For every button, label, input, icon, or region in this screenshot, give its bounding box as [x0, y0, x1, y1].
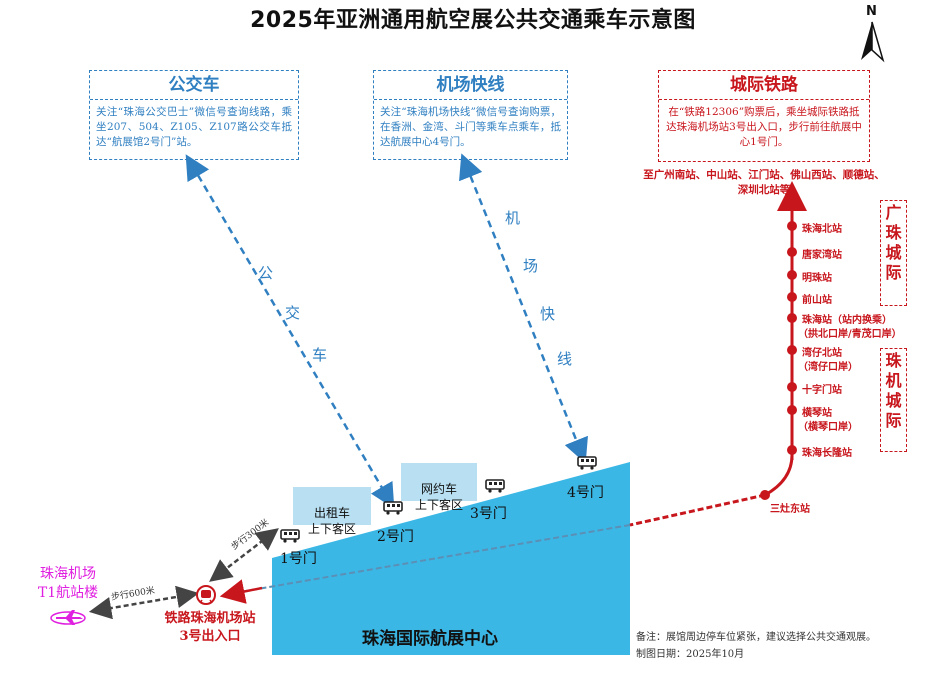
- bus-route-char: 车: [312, 346, 328, 364]
- station-dots: [760, 221, 797, 500]
- taxi-zone: 出租车 上下客区: [293, 487, 371, 536]
- station-label: 明珠站: [802, 273, 832, 284]
- station-sub-label: （湾仔口岸）: [798, 362, 858, 373]
- express-route-char: 快: [540, 305, 556, 323]
- station-sub-label: （拱北口岸/青茂口岸）: [798, 329, 902, 340]
- remark-note: 备注：展馆周边停车位紧张，建议选择公共交通观展。: [636, 632, 876, 643]
- rail-dashed: [629, 493, 766, 527]
- taxi-zone-label: 出租车 上下客区: [307, 506, 356, 536]
- exhibition-center-name: 珠海国际航展中心: [362, 629, 498, 649]
- gate-3-label: 3号门: [470, 506, 507, 522]
- intercity-header: 城际铁路: [659, 71, 869, 100]
- zhuji-line-text: 珠机城际: [885, 351, 902, 430]
- express-route-char: 场: [523, 257, 539, 275]
- zhuji-line-label: 珠机城际: [880, 348, 907, 452]
- station-label: 唐家湾站: [802, 250, 842, 261]
- station-label: 珠海站（站内换乘）: [802, 315, 892, 326]
- page-title: 2025年亚洲通用航空展公共交通乘车示意图: [250, 8, 696, 33]
- station-label: 横琴站: [802, 408, 832, 419]
- rail-station-line1: 铁路珠海机场站: [164, 611, 256, 626]
- rail-curve: [764, 454, 794, 497]
- rail-station-icon: [196, 585, 216, 605]
- bus-route-char: 交: [285, 304, 301, 322]
- guangzhu-line-label: 广珠城际: [880, 200, 907, 306]
- walk-600-arrow: [88, 585, 200, 620]
- rail-station-line2: 3号出入口: [179, 629, 241, 644]
- bus-body: 关注“珠海公交巴士”微信号查询线路，乘坐207、504、Z105、Z107路公交…: [96, 106, 292, 148]
- rail-underground: [239, 524, 631, 593]
- bus-info-box: 公交车 关注“珠海公交巴士”微信号查询线路，乘坐207、504、Z105、Z10…: [89, 70, 299, 160]
- bus-route: [185, 154, 395, 509]
- express-body: 关注“珠海机场快线”微信号查询购票，在香洲、金湾、斗门等乘车点乘车，抵达航展中心…: [380, 106, 561, 148]
- gate-1-label: 1号门: [280, 551, 317, 567]
- bus-route-char: 公: [258, 264, 274, 282]
- sanzao-station-label: 三灶东站: [770, 504, 810, 515]
- date-note: 制图日期：2025年10月: [636, 649, 745, 660]
- rail-station-label: 铁路珠海机场站 3号出入口: [140, 610, 280, 646]
- gate-icons: [280, 456, 597, 543]
- bus-header: 公交车: [90, 71, 298, 100]
- north-label: N: [866, 4, 877, 19]
- express-route: [459, 153, 588, 464]
- gate-2-label: 2号门: [377, 529, 414, 545]
- express-route-char: 线: [557, 350, 573, 368]
- intercity-body: 在“铁路12306”购票后，乘坐城际铁路抵达珠海机场站3号出入口，步行前往航展中…: [666, 106, 862, 148]
- t1-terminal-label: 珠海机场 T1航站楼: [18, 565, 118, 603]
- t1-line2: T1航站楼: [37, 585, 99, 601]
- t1-line1: 珠海机场: [40, 566, 96, 582]
- ride-hailing-zone-label: 网约车 上下客区: [414, 482, 463, 512]
- walk-300-arrow: [209, 528, 279, 582]
- venue-area: [272, 462, 630, 655]
- station-label: 前山站: [802, 295, 832, 306]
- express-header: 机场快线: [374, 71, 567, 100]
- gate-4-label: 4号门: [567, 485, 604, 501]
- guangzhu-line-text: 广珠城际: [885, 203, 902, 282]
- station-label: 十字门站: [802, 385, 842, 396]
- express-route-char: 机: [505, 209, 521, 227]
- rail-destinations: 至广州南站、中山站、江门站、佛山西站、顺德站、深圳北站等: [643, 169, 885, 196]
- express-info-box: 机场快线 关注“珠海机场快线”微信号查询购票，在香洲、金湾、斗门等乘车点乘车，抵…: [373, 70, 568, 160]
- ride-hailing-zone: 网约车 上下客区: [401, 463, 477, 512]
- north-arrow-icon: [861, 21, 885, 63]
- rail-arrow-end: [219, 579, 263, 604]
- station-label: 珠海北站: [802, 224, 842, 235]
- station-sub-label: （横琴口岸）: [798, 422, 858, 433]
- station-label: 珠海长隆站: [802, 448, 852, 459]
- intercity-info-box: 城际铁路 在“铁路12306”购票后，乘坐城际铁路抵达珠海机场站3号出入口，步行…: [658, 70, 870, 162]
- airplane-icon: [50, 610, 86, 625]
- station-label: 湾仔北站: [802, 348, 842, 359]
